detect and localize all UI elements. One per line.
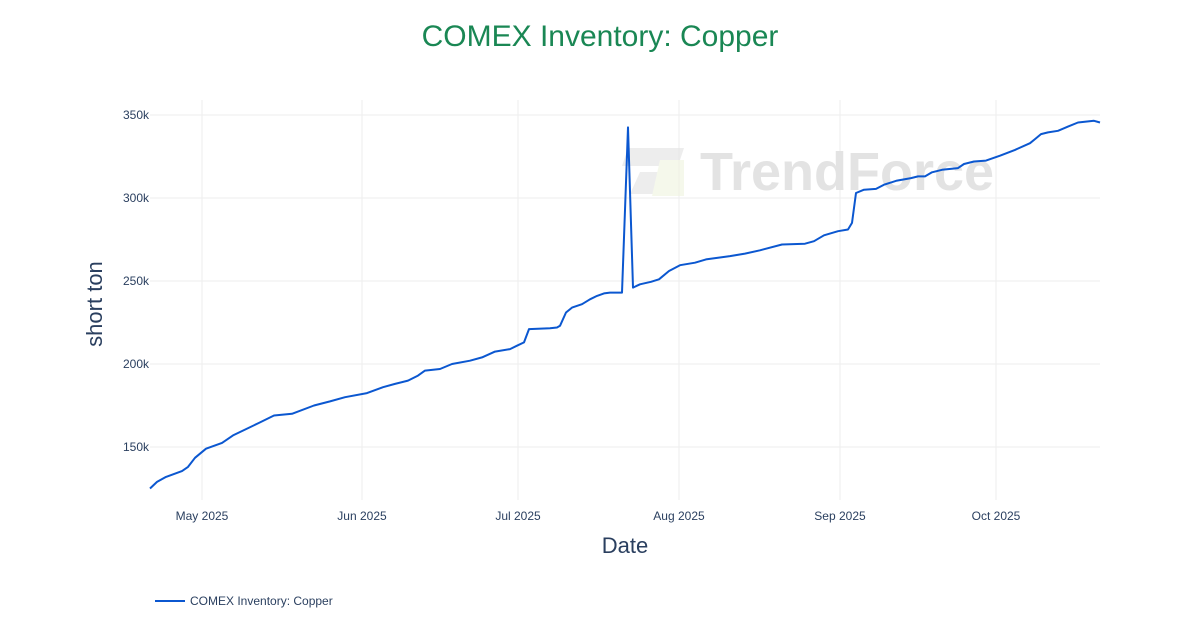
y-axis-title: short ton <box>82 261 107 347</box>
x-axis-ticks: May 2025 Jun 2025 Jul 2025 Aug 2025 Sep 2025… <box>176 509 1021 523</box>
legend-item-label[interactable]: COMEX Inventory: Copper <box>190 594 333 608</box>
trendforce-watermark: TrendForce <box>700 142 994 202</box>
trendforce-logo-icon <box>622 148 684 196</box>
y-axis-ticks: 150k 200k 250k 300k 350k <box>123 108 150 454</box>
x-tick-label: May 2025 <box>176 509 229 523</box>
x-tick-label: Sep 2025 <box>814 509 866 523</box>
legend-line-swatch-icon <box>155 600 185 602</box>
x-tick-label: Aug 2025 <box>653 509 705 523</box>
y-tick-label: 250k <box>123 274 150 288</box>
x-tick-label: Oct 2025 <box>972 509 1021 523</box>
y-tick-label: 350k <box>123 108 150 122</box>
y-tick-label: 150k <box>123 440 150 454</box>
x-tick-label: Jun 2025 <box>337 509 387 523</box>
y-tick-label: 200k <box>123 357 150 371</box>
chart-title: COMEX Inventory: Copper <box>421 20 779 53</box>
y-tick-label: 300k <box>123 191 150 205</box>
x-tick-label: Jul 2025 <box>495 509 541 523</box>
series-line-comex-copper[interactable] <box>149 119 1101 490</box>
legend[interactable]: COMEX Inventory: Copper <box>155 594 333 608</box>
x-axis-title: Date <box>602 533 648 558</box>
